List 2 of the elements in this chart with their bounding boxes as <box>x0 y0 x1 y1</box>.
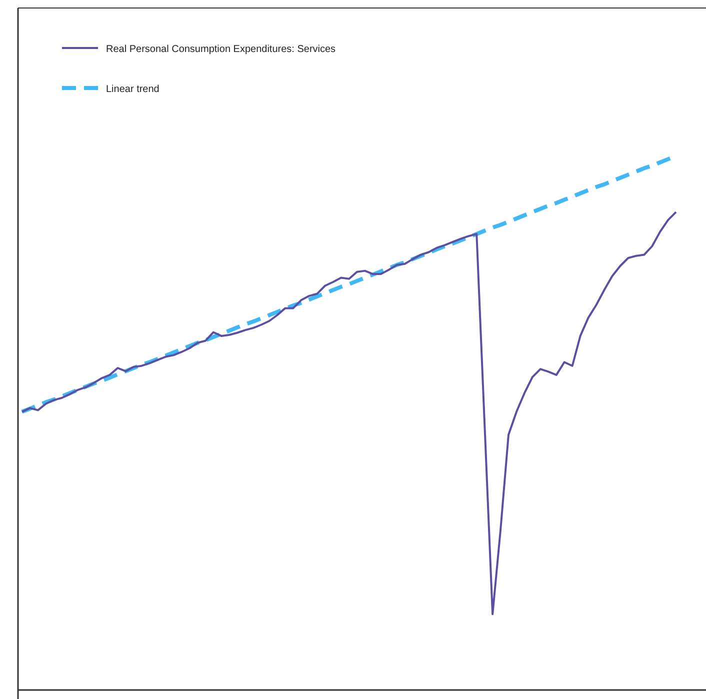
legend-label: Linear trend <box>106 84 160 95</box>
legend-label: Real Personal Consumption Expenditures: Services <box>106 44 336 55</box>
